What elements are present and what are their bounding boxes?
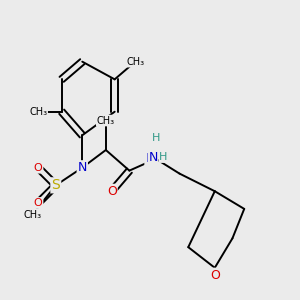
Text: S: S (51, 178, 60, 192)
Text: O: O (34, 198, 43, 208)
Text: CH₃: CH₃ (29, 107, 47, 117)
Text: N: N (148, 151, 158, 164)
Text: CH₃: CH₃ (23, 210, 41, 220)
Text: CH₃: CH₃ (126, 57, 144, 67)
Text: H: H (152, 133, 160, 143)
Text: O: O (34, 163, 43, 173)
Text: CH₃: CH₃ (97, 116, 115, 126)
Text: O: O (107, 185, 117, 198)
Text: N: N (78, 161, 87, 174)
Text: O: O (210, 268, 220, 282)
Text: H: H (159, 152, 167, 162)
Text: N: N (145, 152, 155, 165)
